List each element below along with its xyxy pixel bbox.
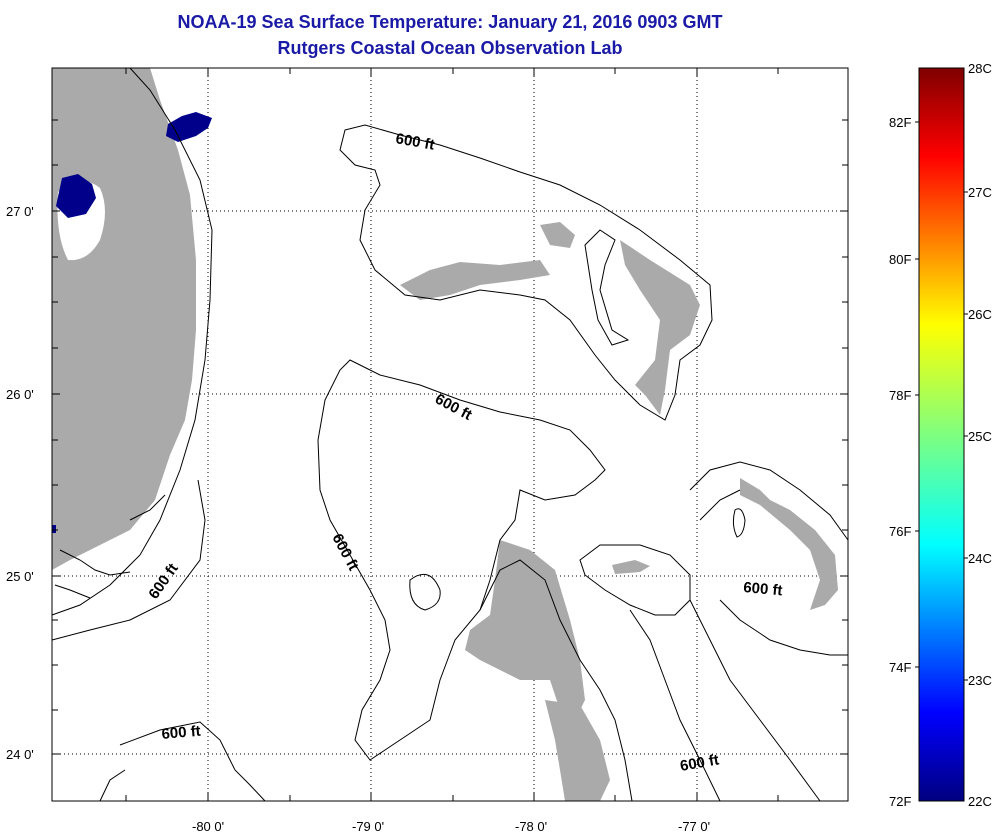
map-title: NOAA-19 Sea Surface Temperature: January… — [177, 12, 723, 32]
colorbar-f-label: 78F — [889, 388, 911, 403]
florida-keys — [54, 494, 166, 599]
colorbar-c-label: 26C — [968, 307, 992, 322]
lat-label: 25 0' — [6, 569, 34, 584]
colorbar-f-label: 76F — [889, 524, 911, 539]
axis-ticks — [52, 68, 848, 801]
lon-label: -77 0' — [678, 819, 710, 834]
colorbar-c-label: 24C — [968, 551, 992, 566]
eleuthera — [740, 478, 838, 610]
colorbar-f-label: 74F — [889, 660, 911, 675]
contour-label: 600 ft — [394, 130, 436, 154]
colorbar-c-label: 27C — [968, 185, 992, 200]
600ft-contours — [51, 67, 849, 802]
great-abaco — [620, 240, 700, 415]
colorbar-f-label: 80F — [889, 252, 911, 267]
map-subtitle: Rutgers Coastal Ocean Observation Lab — [277, 38, 623, 58]
colorbar-f-label: 72F — [889, 794, 911, 809]
colorbar-c-label: 22C — [968, 794, 992, 809]
contour-label: 600 ft — [679, 751, 721, 775]
grand-bahama — [400, 260, 550, 300]
colorbar-c-label: 28C — [968, 61, 992, 76]
colorbar-f-label: 82F — [889, 115, 911, 130]
abaco-cays — [540, 222, 575, 248]
andros-south — [545, 700, 610, 801]
contour-label: 600 ft — [161, 723, 202, 743]
cold-sst-patch — [52, 525, 56, 533]
colorbar-c-label: 23C — [968, 673, 992, 688]
colorbar-ticks — [915, 121, 968, 681]
lat-label: 26 0' — [6, 387, 34, 402]
cold-sst-patch — [56, 174, 96, 218]
lat-label: 27 0' — [6, 204, 34, 219]
map-border — [51, 67, 849, 802]
colorbar-c-label: 25C — [968, 429, 992, 444]
lon-label: -80 0' — [192, 819, 224, 834]
lat-label: 24 0' — [6, 747, 34, 762]
andros-island — [465, 540, 585, 720]
new-providence — [612, 560, 650, 574]
lon-label: -78 0' — [515, 819, 547, 834]
contour-label: 600 ft — [743, 579, 784, 599]
lon-label: -79 0' — [352, 819, 384, 834]
colorbar — [918, 67, 965, 802]
